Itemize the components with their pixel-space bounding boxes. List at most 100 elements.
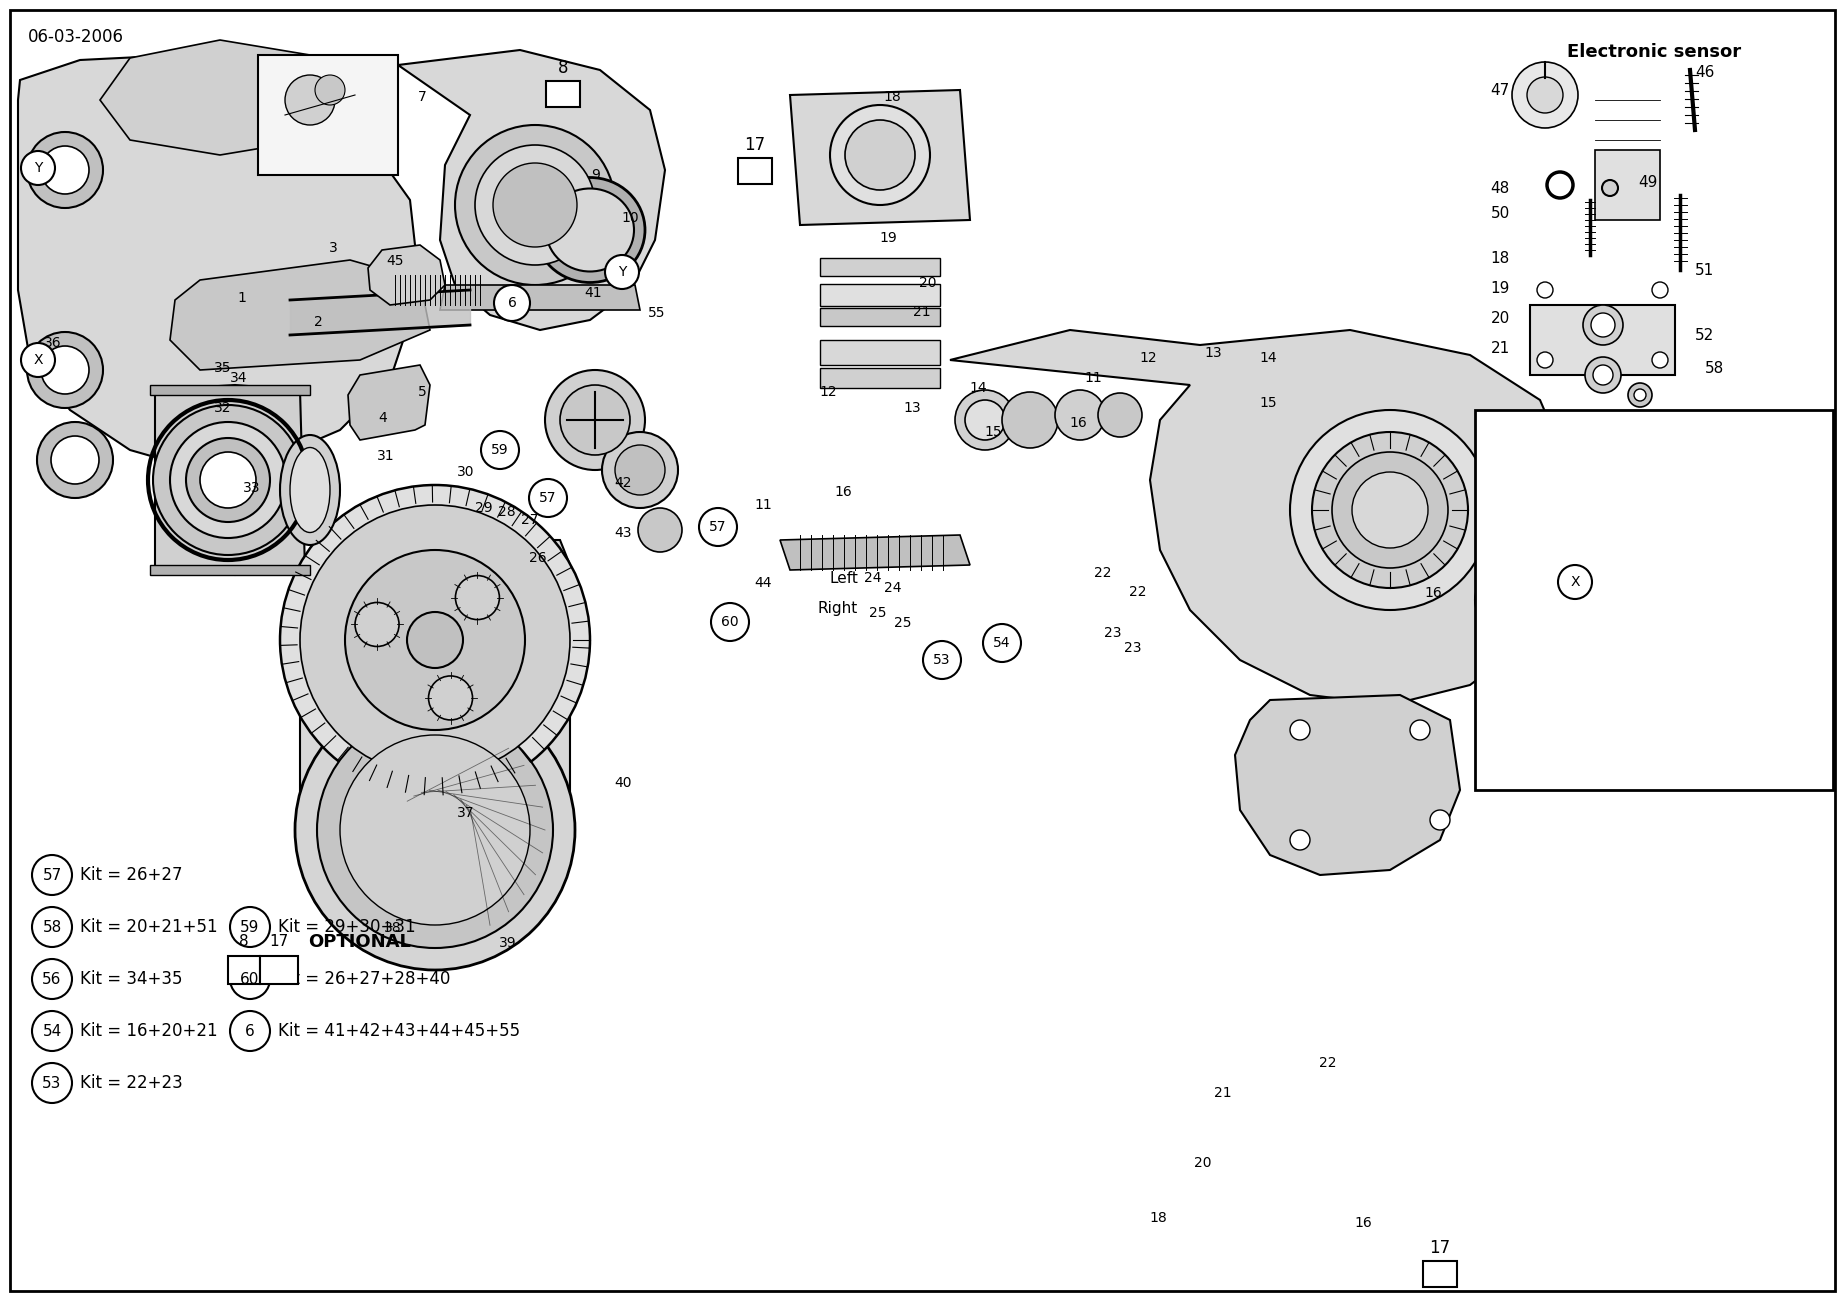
Bar bbox=[258, 55, 399, 176]
Polygon shape bbox=[780, 535, 970, 570]
Circle shape bbox=[284, 75, 336, 125]
Text: 22: 22 bbox=[1319, 1056, 1338, 1069]
Text: 41: 41 bbox=[585, 286, 601, 301]
Text: 16: 16 bbox=[1354, 1216, 1373, 1229]
Text: 3: 3 bbox=[328, 241, 338, 255]
Ellipse shape bbox=[280, 435, 339, 545]
Circle shape bbox=[638, 507, 683, 552]
Polygon shape bbox=[155, 385, 304, 575]
Text: 47: 47 bbox=[1491, 82, 1509, 98]
Text: Right: Right bbox=[817, 601, 858, 615]
Text: 1: 1 bbox=[238, 291, 247, 304]
Text: 12: 12 bbox=[819, 385, 838, 399]
Circle shape bbox=[1352, 472, 1428, 548]
Bar bbox=[819, 368, 939, 388]
Text: 59: 59 bbox=[491, 444, 509, 457]
Text: 54: 54 bbox=[993, 636, 1011, 650]
Circle shape bbox=[1537, 282, 1553, 298]
Text: Y: Y bbox=[618, 265, 625, 278]
Text: 57: 57 bbox=[42, 868, 61, 882]
Text: 24: 24 bbox=[884, 582, 902, 595]
Text: 20: 20 bbox=[1491, 311, 1509, 325]
Text: 54: 54 bbox=[42, 1024, 61, 1038]
Text: 38: 38 bbox=[384, 921, 402, 935]
Circle shape bbox=[52, 436, 100, 484]
Text: Kit = 41+42+43+44+45+55: Kit = 41+42+43+44+45+55 bbox=[279, 1023, 520, 1039]
Text: 39: 39 bbox=[500, 935, 517, 950]
Bar bbox=[1474, 410, 1832, 790]
Circle shape bbox=[41, 146, 89, 194]
Bar bbox=[819, 308, 939, 327]
Text: 14: 14 bbox=[1258, 351, 1277, 366]
Circle shape bbox=[1474, 565, 1544, 635]
Text: 6: 6 bbox=[507, 297, 517, 310]
Bar bbox=[819, 340, 939, 366]
Text: 12: 12 bbox=[1138, 351, 1157, 366]
Text: 33: 33 bbox=[244, 481, 260, 494]
Bar bbox=[1594, 150, 1660, 220]
Text: 18: 18 bbox=[1149, 1211, 1166, 1226]
Circle shape bbox=[1430, 811, 1450, 830]
Circle shape bbox=[1290, 719, 1310, 740]
Text: 51: 51 bbox=[1696, 263, 1714, 277]
Circle shape bbox=[231, 959, 269, 999]
Circle shape bbox=[1585, 356, 1622, 393]
Circle shape bbox=[28, 332, 103, 409]
Text: 48: 48 bbox=[1491, 181, 1509, 195]
Circle shape bbox=[41, 346, 89, 394]
Text: 15: 15 bbox=[983, 425, 1002, 438]
Text: 45: 45 bbox=[386, 254, 404, 268]
Circle shape bbox=[339, 735, 530, 925]
Circle shape bbox=[186, 438, 269, 522]
Circle shape bbox=[20, 343, 55, 377]
Polygon shape bbox=[349, 366, 430, 440]
Circle shape bbox=[20, 151, 55, 185]
Circle shape bbox=[482, 431, 518, 468]
Text: 25: 25 bbox=[895, 615, 911, 630]
Text: Kit = 26+27: Kit = 26+27 bbox=[79, 866, 183, 883]
Text: Kit = 16+20+21: Kit = 16+20+21 bbox=[79, 1023, 218, 1039]
Text: 29: 29 bbox=[476, 501, 493, 515]
Text: 19: 19 bbox=[1491, 281, 1509, 295]
Circle shape bbox=[1489, 578, 1531, 622]
Ellipse shape bbox=[546, 189, 635, 272]
Circle shape bbox=[199, 451, 256, 507]
Circle shape bbox=[31, 855, 72, 895]
Text: 10: 10 bbox=[622, 211, 638, 225]
Text: 7: 7 bbox=[417, 90, 426, 104]
Circle shape bbox=[317, 712, 554, 948]
Bar bbox=[1530, 304, 1675, 375]
Text: 11: 11 bbox=[755, 498, 771, 513]
Circle shape bbox=[408, 611, 463, 667]
Circle shape bbox=[28, 131, 103, 208]
Text: 53: 53 bbox=[42, 1076, 61, 1090]
Text: 32: 32 bbox=[214, 401, 232, 415]
Text: X: X bbox=[33, 353, 42, 367]
Circle shape bbox=[1590, 314, 1614, 337]
Circle shape bbox=[1098, 393, 1142, 437]
Text: 21: 21 bbox=[1214, 1086, 1232, 1101]
Text: Kit = 26+27+28+40: Kit = 26+27+28+40 bbox=[279, 971, 450, 987]
Text: 15: 15 bbox=[1258, 396, 1277, 410]
Text: 13: 13 bbox=[904, 401, 921, 415]
Polygon shape bbox=[149, 565, 310, 575]
Polygon shape bbox=[367, 245, 445, 304]
Circle shape bbox=[1557, 565, 1592, 598]
Circle shape bbox=[544, 369, 646, 470]
Polygon shape bbox=[399, 49, 664, 330]
Text: Kit = 20+21+51: Kit = 20+21+51 bbox=[79, 919, 218, 935]
Text: 28: 28 bbox=[498, 505, 517, 519]
Circle shape bbox=[456, 575, 500, 619]
Text: 8: 8 bbox=[557, 59, 568, 77]
Text: Left: Left bbox=[828, 571, 858, 585]
Text: 20: 20 bbox=[919, 276, 937, 290]
Text: 56: 56 bbox=[42, 972, 61, 986]
Circle shape bbox=[1651, 353, 1668, 368]
Text: 19: 19 bbox=[878, 232, 897, 245]
Circle shape bbox=[170, 422, 286, 539]
Circle shape bbox=[1651, 282, 1668, 298]
Circle shape bbox=[922, 641, 961, 679]
Text: 26: 26 bbox=[530, 552, 546, 565]
Polygon shape bbox=[950, 330, 1570, 705]
Circle shape bbox=[37, 422, 113, 498]
